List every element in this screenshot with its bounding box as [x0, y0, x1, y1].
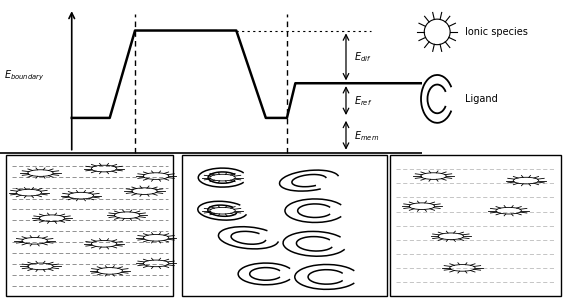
- Text: Ionic species: Ionic species: [465, 27, 528, 37]
- Text: $E_{ref}$: $E_{ref}$: [354, 95, 373, 108]
- Text: $E_{mem}$: $E_{mem}$: [354, 129, 380, 143]
- Text: $E_{boundary}$: $E_{boundary}$: [4, 69, 45, 83]
- Bar: [182, 155, 387, 296]
- Text: Ligand: Ligand: [465, 94, 498, 104]
- Text: $E_{dif}$: $E_{dif}$: [354, 50, 372, 64]
- Bar: [390, 155, 561, 296]
- Bar: [6, 155, 173, 296]
